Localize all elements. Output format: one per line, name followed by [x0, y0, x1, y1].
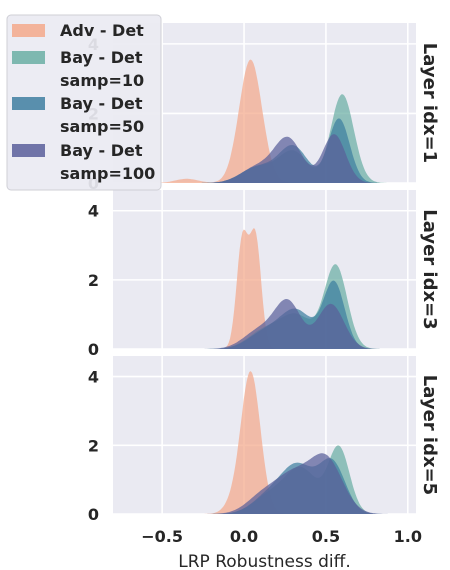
legend-swatch: [12, 144, 45, 157]
legend-swatch: [12, 97, 45, 110]
y-tick-label: 2: [88, 271, 99, 290]
y-tick-label: 2: [88, 436, 99, 455]
legend-label-line2: samp=50: [60, 117, 144, 136]
legend-swatch: [12, 24, 45, 37]
legend-label: Adv - Det: [60, 21, 144, 40]
legend: Adv - Det Bay - Det samp=10 Bay - Det samp=5…: [6, 14, 162, 191]
kde-area-series-1: [113, 371, 416, 514]
legend-label-line2: samp=10: [60, 71, 144, 90]
y-tick-label: 0: [88, 340, 99, 359]
legend-swatch: [12, 51, 45, 64]
x-tick-label: 0.0: [230, 527, 258, 546]
y-tick-label: 0: [88, 505, 99, 524]
kde-area-series-4: [113, 134, 416, 183]
y-tick-label: 4: [88, 202, 99, 221]
y-tick-label: 4: [88, 368, 99, 387]
legend-label-line2: samp=100: [60, 164, 155, 183]
panel-layer-5: 0 2 4 Layer idx=5: [88, 356, 440, 524]
x-axis-label: LRP Robustness diff.: [178, 552, 350, 570]
kde-area-series-4: [113, 453, 416, 514]
panel-layer-3: 0 2 4 Layer idx=3: [88, 190, 440, 359]
x-tick-label: −0.5: [141, 527, 183, 546]
x-tick-label: 0.5: [312, 527, 340, 546]
legend-label: Bay - Det: [60, 48, 143, 67]
legend-label: Bay - Det: [60, 94, 143, 113]
panel-title: Layer idx=5: [419, 375, 440, 495]
kde-area-series-4: [113, 299, 416, 349]
panel-title: Layer idx=1: [419, 43, 440, 163]
kde-area-series-1: [113, 59, 416, 183]
x-tick-label: 1.0: [394, 527, 422, 546]
panel-title: Layer idx=3: [419, 209, 440, 329]
legend-label: Bay - Det: [60, 141, 143, 160]
